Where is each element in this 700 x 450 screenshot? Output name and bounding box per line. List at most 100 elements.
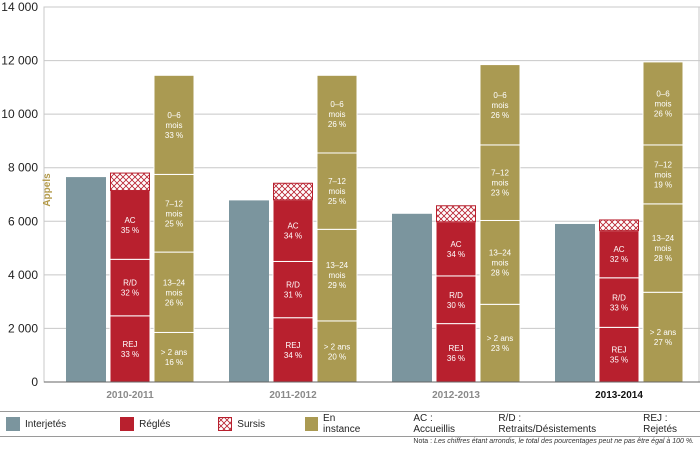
- bar-instance-pct: 25 %: [328, 197, 346, 206]
- bar-regles-key: AC: [287, 222, 298, 231]
- bar-instance-segment: [316, 320, 358, 383]
- y-tick-label: 8 000: [8, 161, 38, 175]
- bar-regles-segment: [435, 323, 477, 383]
- bar-instance-segment: [642, 291, 684, 383]
- bar-regles-key: REJ: [285, 341, 300, 350]
- legend-abbr-rd: R/D : Retraits/Désistements: [498, 413, 597, 435]
- bar-interjetes: [66, 177, 106, 382]
- bar-instance-key: > 2 ans: [324, 342, 350, 351]
- bar-regles-segment: [598, 277, 640, 328]
- bar-instance-segment: [316, 152, 358, 230]
- bar-instance-pct: 23 %: [491, 189, 509, 198]
- bar-regles-pct: 34 %: [447, 250, 465, 259]
- bar-instance-pct: 16 %: [165, 358, 183, 367]
- bar-instance-pct: 27 %: [654, 338, 672, 347]
- bar-instance-key: 7–12: [165, 199, 183, 208]
- bar-instance-segment: [153, 74, 195, 175]
- bar-regles-pct: 36 %: [447, 354, 465, 363]
- x-tick-label: 2012-2013: [432, 390, 480, 401]
- bar-instance-pct: 26 %: [165, 298, 183, 307]
- bar-regles-key: R/D: [449, 291, 463, 300]
- bar-instance-key: 13–24: [489, 248, 512, 257]
- legend-swatch-regles: [120, 417, 135, 431]
- bar-regles-segment: [272, 260, 314, 319]
- bar-instance-key: mois: [655, 170, 672, 179]
- bar-instance-key: mois: [329, 187, 346, 196]
- bar-regles-segment: [272, 317, 314, 383]
- y-tick-label: 14 000: [1, 0, 38, 14]
- bar-regles-key: AC: [450, 240, 461, 249]
- legend-swatch-en-instance: [305, 417, 319, 431]
- y-axis-label: Appels: [42, 173, 53, 207]
- bar-regles-pct: 31 %: [284, 291, 302, 300]
- bar-instance-key: mois: [655, 99, 672, 108]
- bar-interjetes: [555, 223, 595, 382]
- bar-instance-segment: [153, 173, 195, 253]
- bar-regles-pct: 33 %: [610, 304, 628, 313]
- bar-sursis: [599, 219, 639, 232]
- bar-instance-pct: 26 %: [654, 109, 672, 118]
- bar-instance-segment: [479, 144, 521, 221]
- bar-instance-pct: 26 %: [328, 120, 346, 129]
- bar-instance-key: 7–12: [654, 160, 672, 169]
- legend-label-en-instance: En instance: [323, 413, 361, 435]
- y-tick-label: 12 000: [1, 54, 38, 68]
- bar-instance-key: mois: [329, 110, 346, 119]
- legend-abbr-ac: AC : Accueillis: [413, 413, 456, 435]
- bar-regles-pct: 33 %: [121, 350, 139, 359]
- bar-regles-key: R/D: [123, 279, 137, 288]
- y-tick-label: 6 000: [8, 214, 38, 228]
- bar-instance-segment: [479, 64, 521, 146]
- bar-instance-pct: 28 %: [491, 268, 509, 277]
- bar-instance-key: 0–6: [656, 89, 670, 98]
- x-axis: 2010-2011 2011-2012 2012-2013 2013-2014: [44, 381, 700, 401]
- bar-instance-key: mois: [492, 101, 509, 110]
- bar-sursis: [273, 182, 313, 201]
- legend-abbr-rej: REJ : Rejetés: [643, 413, 678, 435]
- bar-instance-pct: 25 %: [165, 219, 183, 228]
- legend-label-sursis: Sursis: [237, 418, 266, 430]
- bar-interjetes: [392, 213, 432, 382]
- bar-instance-segment: [642, 61, 684, 146]
- legend-label-regles: Réglés: [139, 418, 171, 430]
- bar-interjetes: [229, 200, 269, 382]
- bar-instance-key: 7–12: [328, 177, 346, 186]
- legend: Interjetés Réglés Sursis En instance AC …: [0, 411, 700, 437]
- y-axis: 0 2 000 4 000 6 000 8 000 10 000 12 000 14 000: [1, 0, 38, 389]
- bar-instance-segment: [479, 303, 521, 383]
- bar-instance-key: 13–24: [652, 234, 675, 243]
- bar-instance-key: 7–12: [491, 169, 509, 178]
- bar-instance-key: mois: [492, 258, 509, 267]
- bar-regles-key: REJ: [611, 346, 626, 355]
- bar-instance-key: mois: [655, 244, 672, 253]
- bar-instance-key: mois: [166, 121, 183, 130]
- bar-instance-pct: 19 %: [654, 180, 672, 189]
- legend-swatch-sursis: [218, 417, 233, 431]
- legend-sursis: Sursis: [218, 417, 265, 431]
- y-tick-label: 10 000: [1, 107, 38, 121]
- bar-instance-segment: [316, 74, 358, 154]
- y-tick-label: 2 000: [8, 321, 38, 335]
- bar-instance-segment: [316, 228, 358, 322]
- bar-regles-pct: 34 %: [284, 351, 302, 360]
- bar-instance-segment: [642, 203, 684, 293]
- bar-instance-key: 13–24: [326, 261, 349, 270]
- legend-regles: Réglés: [120, 417, 170, 431]
- bar-instance-pct: 33 %: [165, 131, 183, 140]
- bar-regles-key: REJ: [122, 340, 137, 349]
- bar-instance-pct: 28 %: [654, 254, 672, 263]
- bar-sursis: [436, 205, 476, 223]
- bar-regles-segment: [435, 221, 477, 277]
- y-tick-label: 0: [31, 375, 38, 389]
- bar-instance-key: 0–6: [330, 100, 344, 109]
- bar-regles-pct: 30 %: [447, 301, 465, 310]
- bar-instance-pct: 26 %: [491, 111, 509, 120]
- bar-regles-key: R/D: [612, 294, 626, 303]
- bar-instance-key: mois: [166, 209, 183, 218]
- legend-interjetes: Interjetés: [6, 417, 66, 431]
- bar-regles-pct: 34 %: [284, 232, 302, 241]
- bar-regles-pct: 35 %: [610, 356, 628, 365]
- footnote-text: Les chiffres étant arrondis, le total de…: [434, 438, 694, 445]
- bar-instance-pct: 23 %: [491, 344, 509, 353]
